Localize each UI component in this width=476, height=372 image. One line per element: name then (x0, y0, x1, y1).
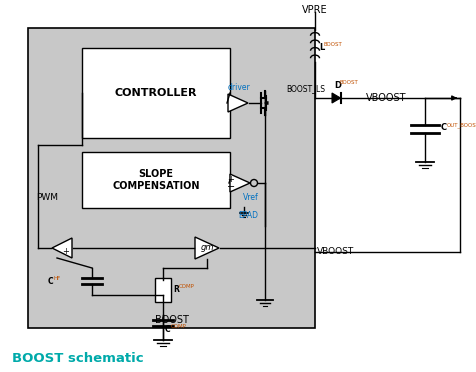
Text: C: C (441, 124, 447, 132)
Text: BOOST: BOOST (324, 42, 343, 46)
Text: BOOST schematic: BOOST schematic (12, 352, 144, 365)
Text: PWM: PWM (36, 193, 58, 202)
Text: BOOST_LS: BOOST_LS (286, 84, 325, 93)
Bar (155, 278, 171, 302)
Text: C: C (165, 326, 170, 334)
Text: VPRE: VPRE (302, 5, 328, 15)
Text: HF: HF (54, 276, 61, 280)
Text: R: R (173, 285, 179, 294)
Text: BOOST: BOOST (340, 80, 359, 86)
Text: C: C (48, 276, 54, 285)
Text: +: + (62, 247, 69, 256)
Text: Vref: Vref (243, 192, 259, 202)
Text: VBOOST: VBOOST (366, 93, 407, 103)
Text: OUT_BOOST: OUT_BOOST (447, 122, 476, 128)
Text: BOOST: BOOST (155, 315, 188, 325)
Text: SLOPE
COMPENSATION: SLOPE COMPENSATION (112, 169, 200, 191)
Text: COMP: COMP (179, 283, 195, 289)
Polygon shape (52, 238, 72, 258)
Text: CONTROLLER: CONTROLLER (115, 88, 197, 98)
Text: −: − (227, 182, 235, 192)
Polygon shape (228, 94, 248, 112)
Bar (82, 48, 230, 138)
Bar (82, 152, 230, 208)
Polygon shape (332, 93, 340, 103)
Bar (28, 28, 315, 328)
Polygon shape (195, 237, 219, 259)
Text: gm: gm (200, 244, 214, 253)
Text: +: + (228, 174, 235, 183)
Text: COMP: COMP (171, 324, 187, 330)
Polygon shape (230, 174, 250, 192)
Text: driver: driver (228, 83, 251, 93)
Text: VBOOST: VBOOST (317, 247, 354, 257)
Text: EPAD: EPAD (238, 211, 258, 219)
Text: L: L (319, 42, 324, 51)
Text: D: D (334, 81, 341, 90)
